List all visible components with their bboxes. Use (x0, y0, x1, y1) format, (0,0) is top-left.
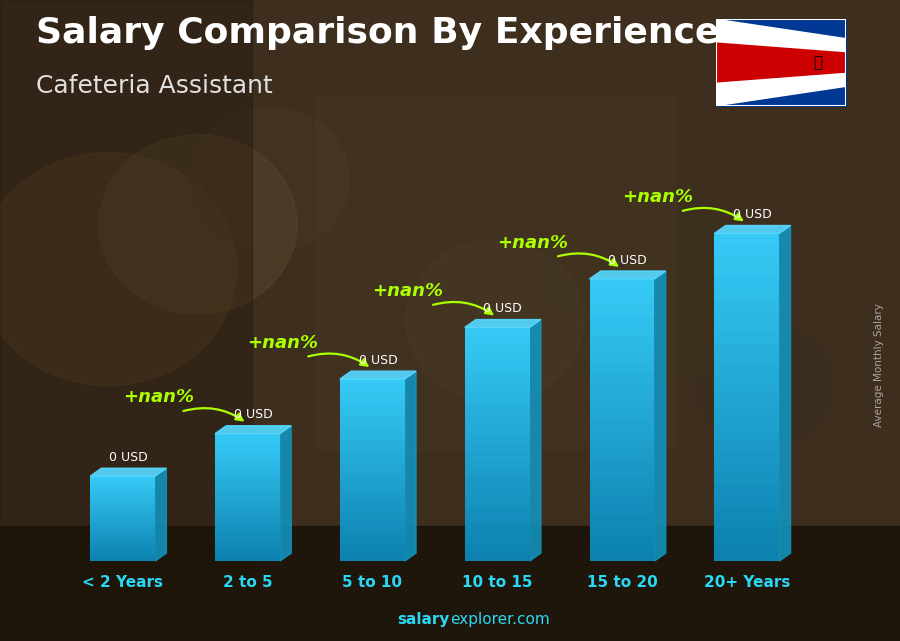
Polygon shape (280, 426, 292, 561)
Ellipse shape (696, 322, 834, 447)
Ellipse shape (191, 108, 349, 251)
Text: +nan%: +nan% (122, 388, 194, 406)
Text: +nan%: +nan% (622, 188, 693, 206)
Polygon shape (215, 426, 292, 433)
Text: 0 USD: 0 USD (483, 303, 522, 315)
Text: 🦅: 🦅 (814, 55, 823, 70)
Polygon shape (340, 371, 416, 379)
Ellipse shape (466, 97, 704, 313)
Text: 0 USD: 0 USD (608, 254, 647, 267)
Text: Average Monthly Salary: Average Monthly Salary (874, 303, 884, 428)
Text: Cafeteria Assistant: Cafeteria Assistant (36, 74, 273, 97)
Polygon shape (155, 468, 166, 561)
Polygon shape (529, 320, 541, 561)
Ellipse shape (539, 190, 757, 387)
Polygon shape (464, 320, 541, 328)
Text: 0 USD: 0 USD (234, 408, 273, 422)
Text: salary: salary (398, 612, 450, 627)
Polygon shape (779, 226, 790, 561)
Text: 0 USD: 0 USD (109, 451, 148, 464)
Polygon shape (90, 468, 166, 476)
Polygon shape (654, 271, 666, 561)
Text: +nan%: +nan% (248, 334, 319, 352)
Polygon shape (405, 371, 416, 561)
Text: explorer.com: explorer.com (450, 612, 550, 627)
Text: 0 USD: 0 USD (358, 354, 397, 367)
Text: Salary Comparison By Experience: Salary Comparison By Experience (36, 16, 719, 50)
Polygon shape (590, 271, 666, 279)
Ellipse shape (99, 135, 297, 314)
Polygon shape (716, 43, 846, 82)
Text: +nan%: +nan% (373, 282, 444, 300)
Text: +nan%: +nan% (498, 233, 568, 252)
Ellipse shape (0, 153, 237, 386)
Text: 0 USD: 0 USD (734, 208, 772, 221)
Ellipse shape (406, 240, 584, 401)
Polygon shape (715, 226, 790, 233)
Polygon shape (716, 19, 846, 106)
